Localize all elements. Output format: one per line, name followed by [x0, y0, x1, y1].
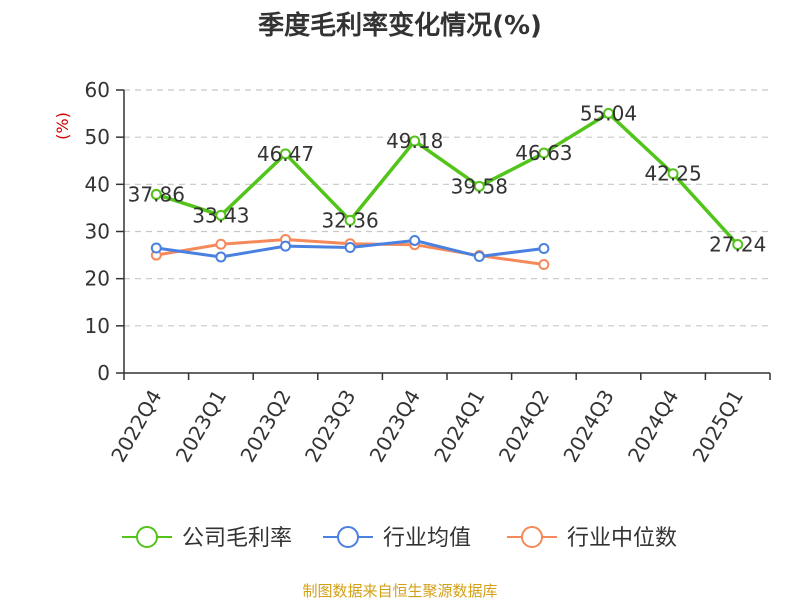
- legend: 公司毛利率 行业均值 行业中位数: [122, 526, 677, 551]
- data-label: 42.25: [644, 162, 701, 186]
- grid: [124, 89, 770, 327]
- source-note: 制图数据来自恒生聚源数据库: [302, 582, 497, 600]
- data-point: [215, 251, 227, 263]
- y-tick-label: 30: [85, 220, 110, 244]
- data-labels: 37.86 33.43 46.47 32.36 49.18 39.58 46.63 55.04…: [128, 101, 767, 256]
- x-tick-label: 2023Q2: [235, 386, 295, 467]
- y-tick-label: 60: [85, 78, 110, 102]
- y-tick-label: 20: [85, 267, 110, 291]
- x-tick-label: 2025Q1: [688, 386, 748, 467]
- y-tick-label: 40: [85, 172, 110, 196]
- series-lines: [150, 107, 744, 271]
- data-label: 33.43: [192, 203, 249, 227]
- data-point: [150, 242, 162, 254]
- y-tick-label: 50: [85, 125, 110, 149]
- x-tick-label: 2024Q3: [558, 386, 618, 467]
- data-point: [732, 239, 744, 251]
- data-label: 46.47: [257, 142, 314, 166]
- data-label: 49.18: [386, 129, 443, 153]
- x-tick-label: 2022Q4: [106, 386, 166, 467]
- data-point: [473, 250, 485, 262]
- series-1: [150, 234, 550, 263]
- series-0: [150, 107, 744, 251]
- data-point: [473, 180, 485, 192]
- legend-item: 公司毛利率: [122, 526, 292, 551]
- data-label: 55.04: [580, 101, 637, 125]
- legend-item: 行业中位数: [507, 526, 677, 551]
- data-point: [150, 188, 162, 200]
- y-tick-label: 10: [85, 314, 110, 338]
- data-point: [538, 147, 550, 159]
- legend-item: 行业均值: [323, 526, 471, 551]
- data-point: [215, 238, 227, 250]
- legend-marker: [337, 526, 359, 548]
- data-point: [603, 107, 614, 119]
- data-point: [215, 209, 227, 221]
- x-tick-label: 2023Q1: [171, 386, 231, 467]
- data-label: 32.36: [321, 208, 378, 232]
- data-point: [280, 148, 291, 160]
- legend-marker: [136, 526, 158, 548]
- legend-label: 行业均值: [383, 526, 471, 551]
- data-point: [538, 242, 550, 254]
- chart-title: 季度毛利率变化情况(%): [258, 10, 542, 41]
- legend-marker: [521, 526, 543, 548]
- x-tick-label: 2024Q4: [623, 386, 683, 467]
- data-label: 39.58: [451, 174, 508, 198]
- data-point: [409, 234, 421, 246]
- data-point: [344, 214, 356, 226]
- data-point: [538, 259, 550, 271]
- data-point: [667, 168, 679, 180]
- data-label: 37.86: [128, 182, 185, 206]
- x-tick-label: 2024Q2: [494, 386, 554, 467]
- y-tick-label: 0: [97, 361, 110, 385]
- legend-label: 公司毛利率: [182, 526, 292, 551]
- legend-label: 行业中位数: [567, 526, 677, 551]
- y-axis-label: (%): [53, 112, 72, 140]
- data-label: 27.24: [709, 233, 766, 257]
- data-point: [409, 135, 421, 147]
- x-tick-label: 2024Q1: [429, 386, 489, 467]
- series-line: [155, 111, 739, 246]
- data-point: [280, 240, 291, 252]
- x-tick-label: 2023Q4: [365, 386, 425, 467]
- data-label: 46.63: [515, 141, 572, 165]
- data-point: [344, 242, 356, 254]
- x-tick-label: 2023Q3: [300, 386, 360, 467]
